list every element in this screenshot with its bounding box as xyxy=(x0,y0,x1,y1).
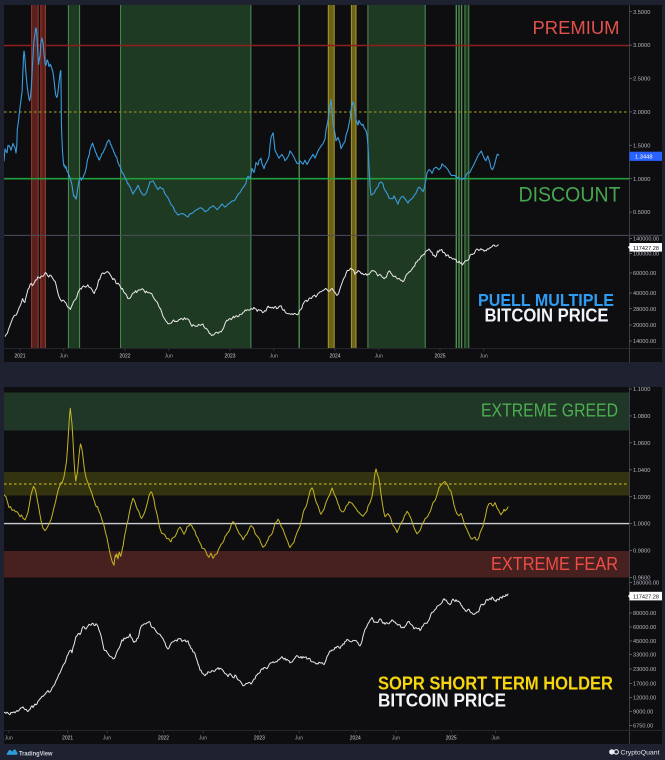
svg-text:Jun: Jun xyxy=(199,736,207,742)
svg-text:117427.28: 117427.28 xyxy=(633,595,659,601)
svg-text:28000.00: 28000.00 xyxy=(633,307,656,313)
svg-text:2024: 2024 xyxy=(350,736,362,742)
svg-text:6750.00: 6750.00 xyxy=(633,724,653,730)
svg-text:80000.00: 80000.00 xyxy=(633,611,656,617)
svg-text:40000.00: 40000.00 xyxy=(633,291,656,297)
svg-text:Jun: Jun xyxy=(392,736,400,742)
svg-text:2022: 2022 xyxy=(120,354,131,360)
svg-text:Jun: Jun xyxy=(375,354,383,360)
svg-text:12000.00: 12000.00 xyxy=(633,696,656,702)
svg-text:0.9600: 0.9600 xyxy=(633,576,650,582)
svg-text:3.5000: 3.5000 xyxy=(633,10,650,16)
svg-text:1.0000: 1.0000 xyxy=(633,522,650,528)
svg-text:EXTREME FEAR: EXTREME FEAR xyxy=(491,554,618,574)
svg-text:1.0600: 1.0600 xyxy=(633,441,650,447)
svg-text:1.0800: 1.0800 xyxy=(633,414,650,420)
svg-text:2023: 2023 xyxy=(225,354,236,360)
svg-text:2021: 2021 xyxy=(15,354,26,360)
svg-text:DISCOUNT: DISCOUNT xyxy=(519,183,621,207)
svg-text:1.0000: 1.0000 xyxy=(633,177,650,183)
svg-text:2023: 2023 xyxy=(254,736,265,742)
svg-text:Jun: Jun xyxy=(480,354,488,360)
svg-text:17000.00: 17000.00 xyxy=(633,682,656,688)
svg-text:60000.00: 60000.00 xyxy=(633,625,656,631)
svg-text:SOPR SHORT TERM HOLDER: SOPR SHORT TERM HOLDER xyxy=(378,673,613,693)
svg-text:1.0200: 1.0200 xyxy=(633,495,650,501)
svg-text:117427.28: 117427.28 xyxy=(633,246,659,252)
svg-text:Jun: Jun xyxy=(491,736,499,742)
svg-text:PREMIUM: PREMIUM xyxy=(533,18,620,38)
svg-text:23000.00: 23000.00 xyxy=(633,667,656,673)
svg-text:PUELL MULTIPLE: PUELL MULTIPLE xyxy=(478,290,614,310)
svg-text:Jun: Jun xyxy=(270,354,278,360)
svg-text:9000.00: 9000.00 xyxy=(633,710,653,716)
svg-text:2022: 2022 xyxy=(158,736,169,742)
svg-text:BITCOIN PRICE: BITCOIN PRICE xyxy=(485,306,609,326)
svg-text:Jun: Jun xyxy=(103,736,111,742)
svg-text:2025: 2025 xyxy=(446,736,457,742)
svg-text:140000.00: 140000.00 xyxy=(633,237,659,243)
svg-text:160000.00: 160000.00 xyxy=(633,581,659,587)
svg-text:45000.00: 45000.00 xyxy=(633,639,656,645)
svg-text:2024: 2024 xyxy=(330,354,342,360)
svg-text:1.5000: 1.5000 xyxy=(633,143,650,149)
svg-text:0.5000: 0.5000 xyxy=(633,210,650,216)
svg-text:2.0000: 2.0000 xyxy=(633,110,650,116)
svg-text:BITCOIN PRICE: BITCOIN PRICE xyxy=(378,690,506,710)
svg-text:3.0000: 3.0000 xyxy=(633,43,650,49)
svg-text:Jun: Jun xyxy=(5,736,13,742)
svg-text:2.5000: 2.5000 xyxy=(633,77,650,83)
svg-text:2021: 2021 xyxy=(62,736,73,742)
svg-text:1.1000: 1.1000 xyxy=(633,387,650,393)
svg-text:20000.00: 20000.00 xyxy=(633,323,656,329)
svg-text:1.0400: 1.0400 xyxy=(633,468,650,474)
svg-text:2025: 2025 xyxy=(435,354,446,360)
svg-text:100000.00: 100000.00 xyxy=(633,252,659,258)
svg-text:14000.00: 14000.00 xyxy=(633,339,656,345)
svg-text:TradingView: TradingView xyxy=(19,750,53,757)
svg-text:1.3448: 1.3448 xyxy=(635,155,653,161)
svg-text:Jun: Jun xyxy=(295,736,303,742)
svg-text:CryptoQuant: CryptoQuant xyxy=(621,750,660,757)
svg-text:0.9800: 0.9800 xyxy=(633,549,650,555)
svg-text:Jun: Jun xyxy=(60,354,68,360)
svg-text:60000.00: 60000.00 xyxy=(633,271,656,277)
svg-text:33000.00: 33000.00 xyxy=(633,653,656,659)
svg-text:Jun: Jun xyxy=(165,354,173,360)
svg-text:EXTREME GREED: EXTREME GREED xyxy=(481,400,618,420)
